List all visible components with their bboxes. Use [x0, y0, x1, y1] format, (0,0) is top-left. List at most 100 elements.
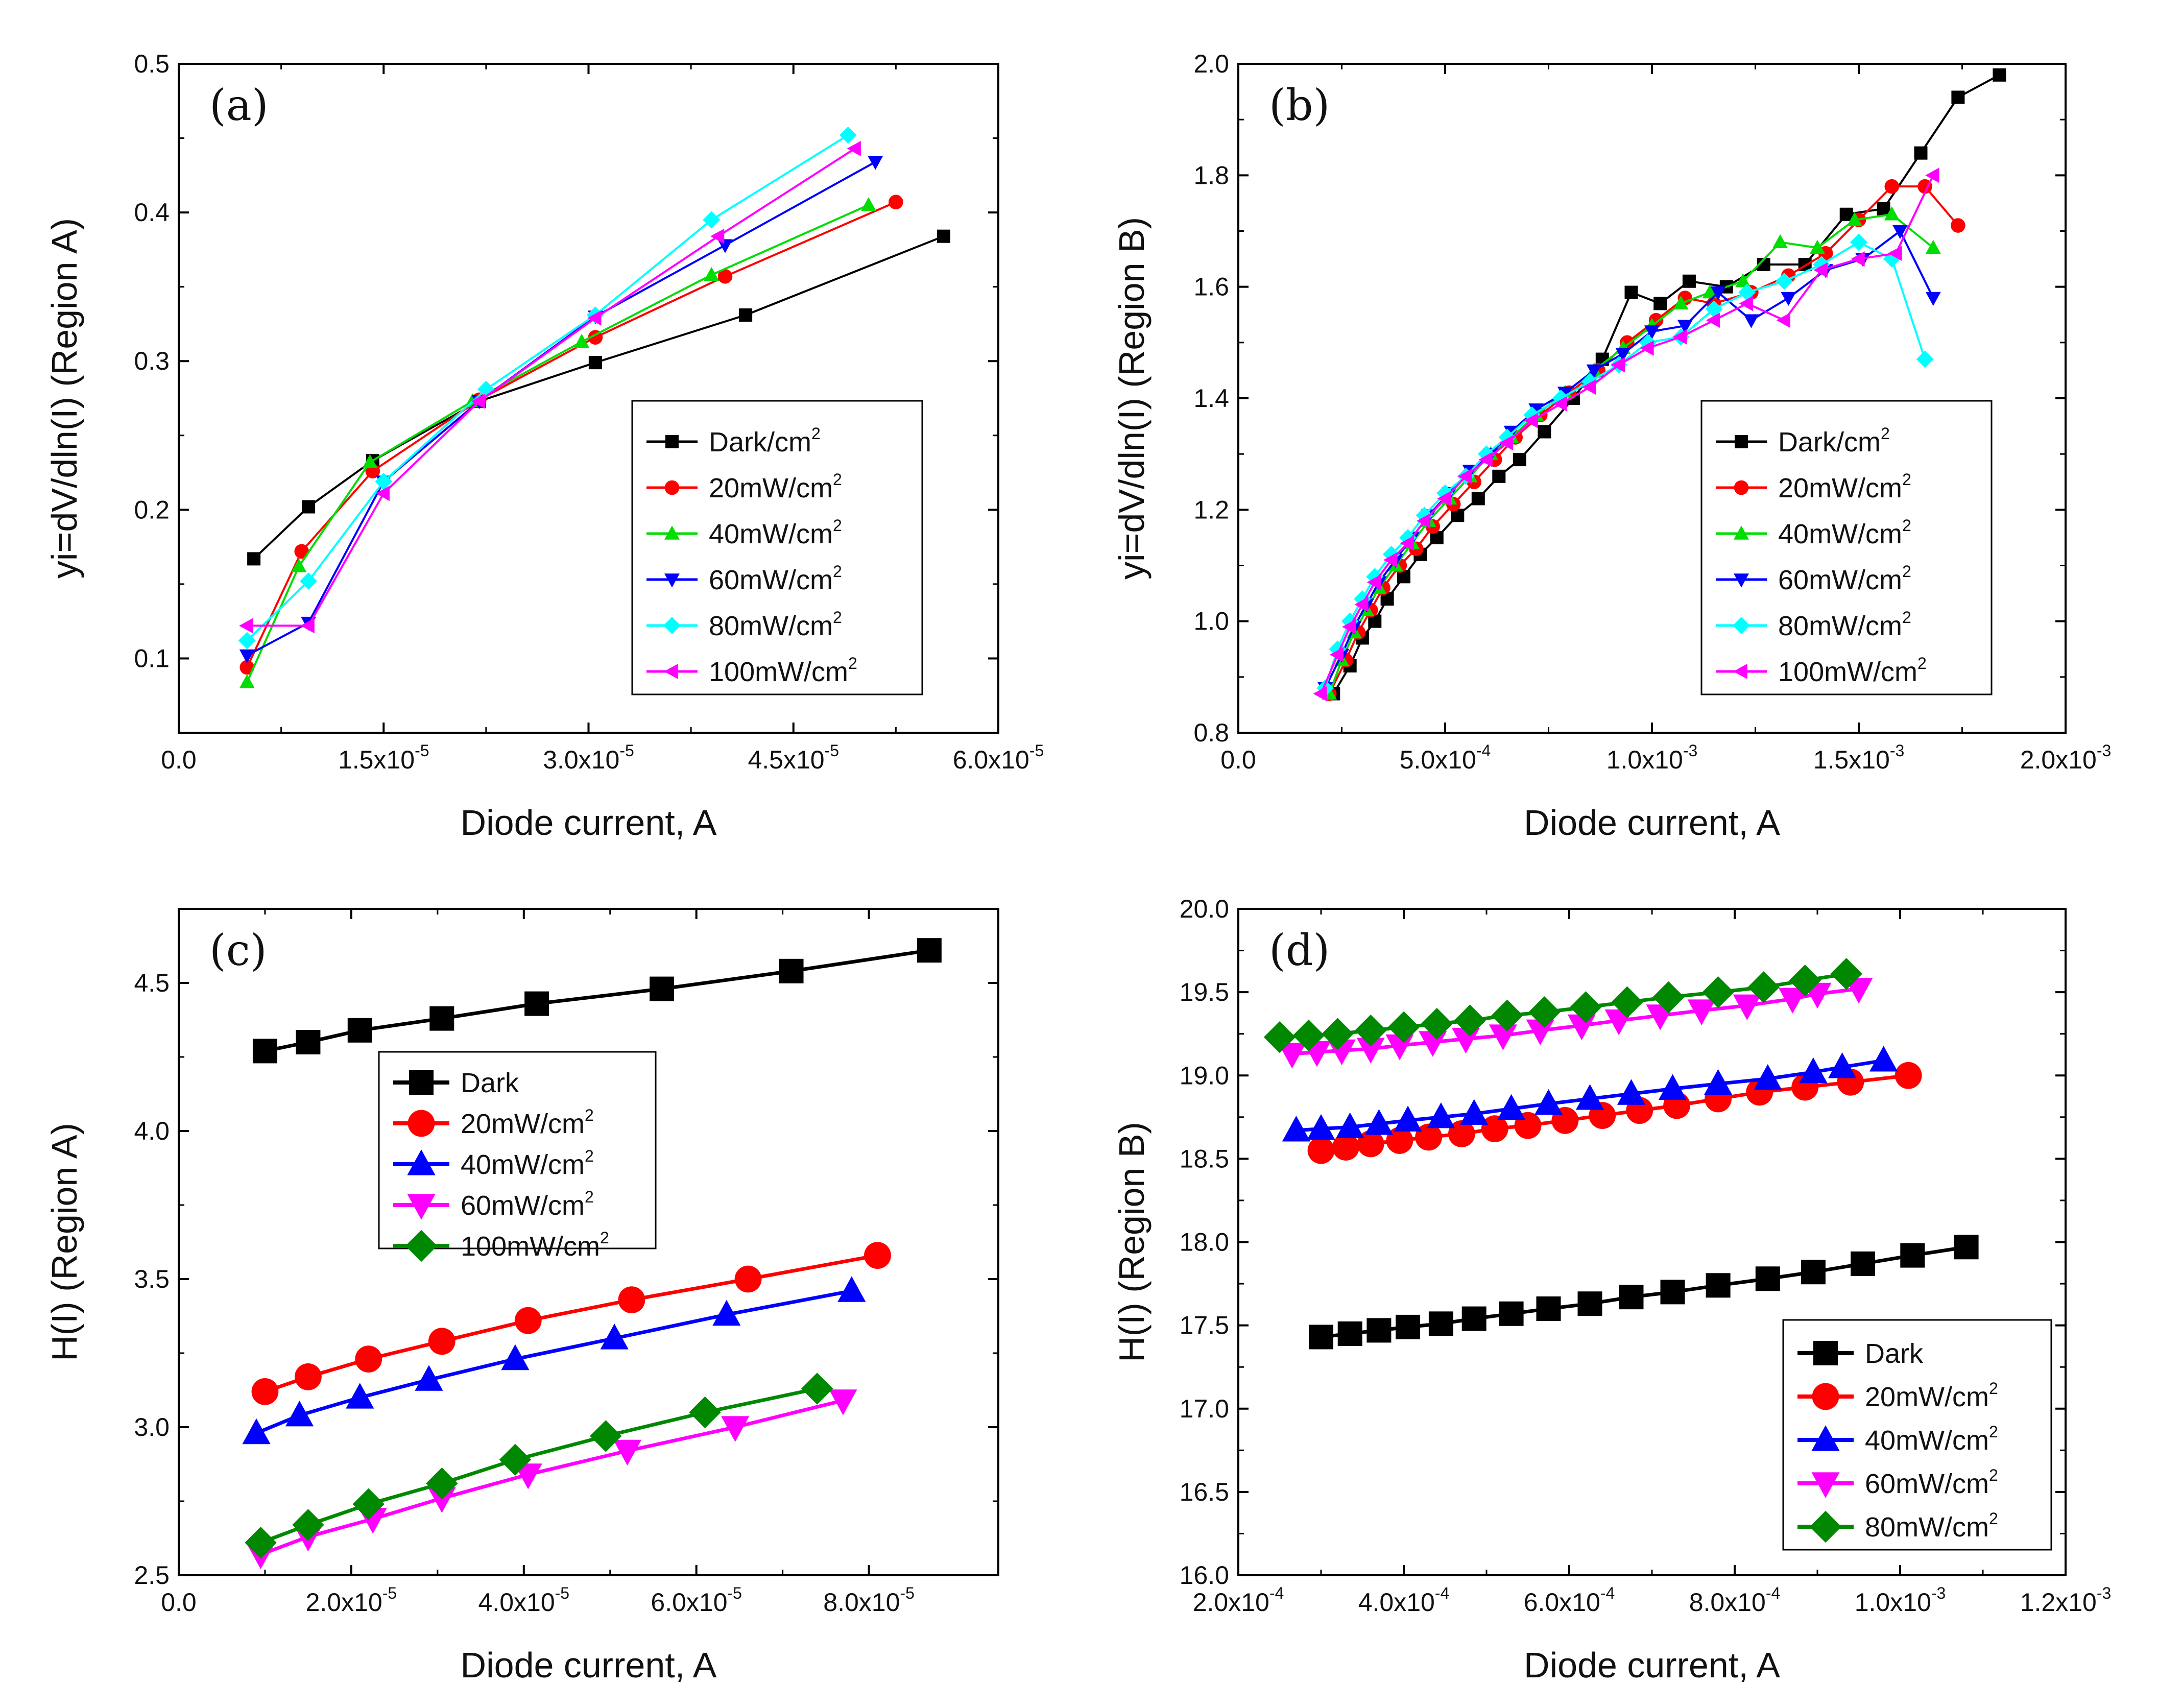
series-line — [255, 1289, 852, 1435]
legend-swatch-marker — [405, 1230, 438, 1262]
data-point — [1478, 452, 1493, 468]
data-point — [295, 1363, 322, 1390]
data-point — [1451, 1027, 1480, 1054]
data-point — [829, 1389, 857, 1415]
data-point — [1702, 976, 1734, 1008]
series-100mw-cm2 — [1313, 167, 1939, 702]
legend-entry: 100mW/cm2 — [709, 654, 857, 687]
legend-box — [631, 400, 923, 695]
legend-entry: 80mW/cm2 — [709, 608, 842, 641]
data-point — [1895, 1062, 1922, 1089]
data-point — [837, 1276, 866, 1302]
data-point — [1366, 1318, 1392, 1343]
series-40mw-cm2 — [242, 1276, 866, 1445]
data-point — [1394, 1105, 1422, 1132]
y-tick-label: 1.0 — [1193, 607, 1229, 636]
legend-entry: Dark/cm2 — [709, 424, 821, 458]
data-point — [864, 1242, 891, 1269]
data-point — [1611, 986, 1643, 1018]
data-point — [1461, 1306, 1486, 1331]
data-point — [1877, 202, 1890, 215]
y-tick-label: 2.0 — [1193, 50, 1229, 78]
data-point — [1263, 1021, 1296, 1053]
data-point — [1292, 1019, 1325, 1052]
legend-swatch-marker — [1733, 617, 1750, 634]
data-point — [252, 1039, 277, 1064]
y-axis-label: H(I) (Region B) — [1112, 1122, 1152, 1362]
data-point — [1884, 179, 1900, 194]
data-point — [1888, 246, 1902, 261]
data-point — [1916, 350, 1934, 368]
legend-entry: 40mW/cm2 — [1865, 1423, 1998, 1456]
x-tick-label: 6.0x10-5 — [651, 1584, 742, 1617]
data-point — [294, 544, 309, 559]
data-point — [1481, 1115, 1508, 1143]
legend-swatch-marker — [407, 1194, 436, 1220]
chart-panel-b: 0.0 5.0x10-4 1.0x10-3 1.5x10-3 2.0x10-3 0.8 1.… — [1112, 50, 2111, 843]
data-point — [1577, 1291, 1602, 1316]
x-tick-label: 1.0x10-3 — [1606, 741, 1698, 774]
chart-panel-d: 2.0x10-4 4.0x10-4 6.0x10-4 8.0x10-4 1.0x10-3… — [1112, 895, 2111, 1685]
legend-entry: 20mW/cm2 — [709, 470, 842, 503]
data-point — [1382, 545, 1400, 563]
y-tick-label: 0.3 — [134, 347, 170, 375]
data-point — [242, 1418, 271, 1445]
data-point — [1830, 958, 1862, 990]
y-tick-label: 3.5 — [134, 1265, 170, 1293]
data-point — [1385, 1034, 1414, 1061]
data-point — [1954, 1235, 1979, 1260]
y-tick-label: 4.0 — [134, 1117, 170, 1145]
series-line — [260, 1399, 844, 1556]
data-point — [1581, 379, 1596, 395]
y-tick-label: 0.2 — [134, 495, 170, 524]
data-point — [1309, 1325, 1333, 1350]
data-point — [1366, 574, 1381, 590]
data-point — [1337, 1321, 1362, 1346]
data-point — [1900, 1243, 1925, 1268]
panel-label: (d) — [1269, 925, 1330, 975]
data-point — [1307, 1114, 1335, 1140]
data-point — [1755, 1266, 1780, 1291]
data-point — [1615, 347, 1631, 362]
x-tick-label: 1.0x10-3 — [1855, 1584, 1946, 1617]
data-point — [1489, 1024, 1517, 1050]
data-point — [1356, 1038, 1385, 1064]
data-point — [801, 1373, 833, 1405]
data-point — [1706, 312, 1720, 328]
data-point — [1416, 513, 1431, 529]
y-tick-label: 1.8 — [1193, 161, 1229, 189]
legend-entry: 20mW/cm2 — [461, 1106, 594, 1139]
data-point — [587, 310, 602, 326]
y-tick-label: 3.0 — [134, 1413, 170, 1441]
data-point — [355, 1345, 382, 1373]
legend-entry: 40mW/cm2 — [461, 1147, 594, 1180]
y-tick-label: 1.6 — [1193, 273, 1229, 301]
legend-swatch-marker — [1734, 573, 1749, 588]
data-point — [1733, 994, 1761, 1021]
data-point — [524, 991, 549, 1016]
data-point — [1925, 239, 1941, 254]
x-tick-label: 0.0 — [1220, 745, 1256, 774]
legend-swatch-marker — [407, 1149, 436, 1175]
data-point — [1415, 1123, 1443, 1151]
data-point — [1801, 1260, 1826, 1285]
data-point — [1828, 1052, 1857, 1078]
legend-entry: 100mW/cm2 — [461, 1229, 609, 1262]
data-point — [1354, 596, 1369, 612]
x-axis-label: Diode current, A — [461, 1645, 717, 1685]
data-point — [889, 195, 903, 210]
data-point — [352, 1488, 385, 1520]
legend-box — [1700, 400, 1993, 695]
data-point — [429, 1006, 454, 1031]
data-point — [1586, 364, 1602, 379]
data-point — [251, 1378, 279, 1405]
legend-entry: 20mW/cm2 — [1865, 1379, 1998, 1412]
data-point — [1776, 272, 1793, 290]
data-point — [1624, 285, 1638, 299]
y-axis-label: yi=dV/dln(I) (Region B) — [1112, 217, 1152, 580]
data-point — [860, 197, 876, 211]
data-point — [1851, 1251, 1876, 1276]
data-point — [1329, 647, 1344, 663]
data-point — [710, 228, 725, 244]
y-tick-label: 4.5 — [134, 969, 170, 997]
